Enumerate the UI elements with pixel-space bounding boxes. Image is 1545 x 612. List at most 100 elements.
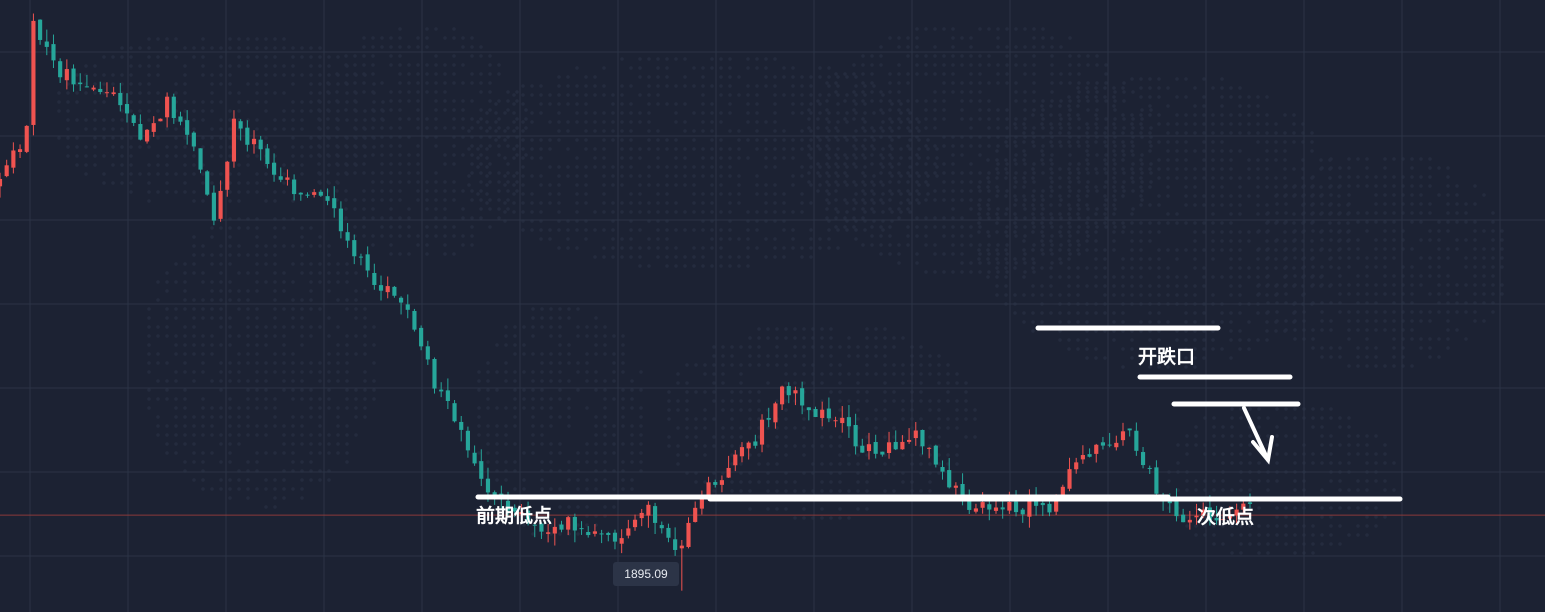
map-dot	[210, 145, 214, 149]
map-dot	[665, 147, 669, 151]
map-dot	[1193, 122, 1197, 126]
map-dot	[1148, 320, 1152, 324]
map-dot	[210, 334, 214, 338]
map-dot	[1491, 265, 1495, 269]
map-dot	[1265, 338, 1269, 342]
map-dot	[353, 126, 357, 130]
map-dot	[389, 180, 393, 184]
map-dot	[495, 343, 499, 347]
map-dot	[1311, 416, 1315, 420]
map-dot	[521, 102, 525, 106]
map-dot	[838, 516, 842, 520]
map-dot	[603, 352, 607, 356]
map-dot	[1175, 140, 1179, 144]
map-dot	[1229, 284, 1233, 288]
map-dot	[1328, 248, 1332, 252]
map-dot	[746, 138, 750, 142]
map-dot	[1293, 452, 1297, 456]
map-dot	[710, 201, 714, 205]
map-dot	[318, 244, 322, 248]
map-dot	[120, 55, 124, 59]
map-dot	[318, 55, 322, 59]
map-dot	[897, 261, 901, 265]
map-dot	[906, 45, 910, 49]
map-dot	[996, 108, 1000, 112]
map-dot	[845, 174, 849, 178]
map-dot	[1140, 126, 1144, 130]
map-dot	[955, 399, 959, 403]
map-dot	[362, 189, 366, 193]
map-dot	[620, 57, 624, 61]
map-dot	[309, 100, 313, 104]
map-dot	[380, 153, 384, 157]
map-dot	[1284, 533, 1288, 537]
map-dot	[470, 117, 474, 121]
map-dot	[843, 180, 847, 184]
map-dot	[996, 207, 1000, 211]
map-dot	[1311, 202, 1315, 206]
map-dot	[1175, 338, 1179, 342]
map-dot	[318, 82, 322, 86]
map-dot	[766, 408, 770, 412]
map-dot	[1338, 346, 1342, 350]
map-dot	[129, 91, 133, 95]
map-dot	[883, 354, 887, 358]
map-dot	[960, 144, 964, 148]
map-dot	[1166, 149, 1170, 153]
map-dot	[986, 248, 990, 252]
map-dot	[210, 100, 214, 104]
map-dot	[1140, 153, 1144, 157]
map-dot	[461, 36, 465, 40]
map-dot	[210, 343, 214, 347]
map-dot	[800, 165, 804, 169]
map-dot	[667, 390, 671, 394]
map-dot	[1229, 320, 1233, 324]
map-dot	[1220, 230, 1224, 234]
map-dot	[1410, 328, 1414, 332]
map-dot	[924, 171, 928, 175]
map-dot	[1329, 434, 1333, 438]
map-dot	[494, 120, 498, 124]
map-dot	[676, 372, 680, 376]
map-dot	[548, 237, 552, 241]
map-dot	[309, 226, 313, 230]
map-dot	[612, 433, 616, 437]
map-dot	[775, 462, 779, 466]
map-dot	[291, 280, 295, 284]
map-dot	[291, 100, 295, 104]
map-dot	[630, 460, 634, 464]
map-dot	[531, 451, 535, 455]
map-dot	[300, 361, 304, 365]
map-dot	[728, 57, 732, 61]
map-dot	[156, 163, 160, 167]
map-dot	[300, 154, 304, 158]
map-dot	[603, 451, 607, 455]
map-dot	[1014, 27, 1018, 31]
map-dot	[362, 225, 366, 229]
map-dot	[1410, 283, 1414, 287]
map-dot	[147, 307, 151, 311]
map-dot	[443, 108, 447, 112]
map-dot	[1112, 221, 1116, 225]
map-dot	[1374, 283, 1378, 287]
map-dot	[539, 147, 543, 151]
map-dot	[594, 343, 598, 347]
map-dot	[874, 327, 878, 331]
map-dot	[1130, 257, 1134, 261]
map-dot	[147, 64, 151, 68]
map-dot	[890, 192, 894, 196]
map-dot	[656, 255, 660, 259]
map-dot	[1049, 167, 1053, 171]
map-dot	[548, 183, 552, 187]
map-dot	[1184, 203, 1188, 207]
map-dot	[1139, 167, 1143, 171]
map-dot	[273, 253, 277, 257]
map-dot	[612, 334, 616, 338]
map-dot	[1131, 126, 1135, 130]
map-dot	[593, 255, 597, 259]
map-dot	[1022, 158, 1026, 162]
map-dot	[791, 237, 795, 241]
map-dot	[818, 183, 822, 187]
map-dot	[1311, 256, 1315, 260]
